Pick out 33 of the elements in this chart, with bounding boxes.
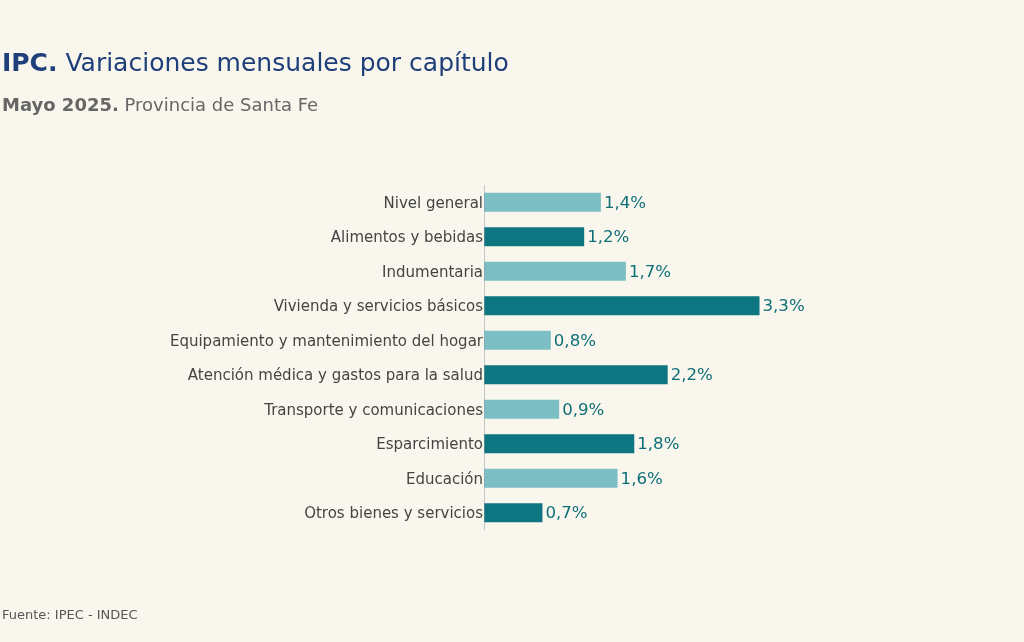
- bar: [484, 261, 626, 281]
- data-label: 1,2%: [587, 227, 630, 247]
- text: Mayo 2025. Provincia de Santa Fe: [2, 94, 319, 115]
- y-tick-label: Transporte y comunicaciones: [263, 400, 484, 419]
- data-label: 1,4%: [603, 192, 647, 212]
- bar: [484, 365, 668, 385]
- bar: [484, 192, 601, 212]
- y-tick-label: Educación: [405, 469, 483, 488]
- source-note: Fuente: IPEC - INDEC: [2, 607, 138, 622]
- y-tick-label: Indumentaria: [382, 262, 483, 281]
- y-tick-label: Nivel general: [383, 193, 483, 212]
- data-label: 1,8%: [637, 434, 680, 454]
- y-tick-label: Esparcimiento: [376, 435, 483, 453]
- data-label: 0,7%: [545, 503, 588, 523]
- data-label: 0,9%: [562, 399, 605, 419]
- data-label: 2,2%: [670, 365, 713, 385]
- y-tick-label: Vivienda y servicios básicos: [273, 297, 484, 315]
- y-tick-label: Equipamiento y mantenimiento del hogar: [169, 331, 484, 350]
- data-label: 1,7%: [628, 261, 672, 281]
- data-label: 3,3%: [762, 296, 805, 316]
- y-tick-label: Atención médica y gastos para la salud: [187, 366, 483, 384]
- bar: [484, 503, 543, 523]
- bar: [484, 468, 618, 488]
- bar: [484, 434, 635, 454]
- bar: [484, 330, 551, 350]
- data-label: 1,6%: [620, 468, 663, 488]
- y-tick-label: Alimentos y bebidas: [330, 228, 484, 246]
- bar: [484, 296, 760, 316]
- text: IPC. Variaciones mensuales por capítulo: [2, 48, 509, 77]
- y-tick-label: Otros bienes y servicios: [304, 504, 484, 522]
- bar: [484, 227, 585, 247]
- bar: [484, 399, 560, 419]
- data-label: 0,8%: [553, 330, 596, 350]
